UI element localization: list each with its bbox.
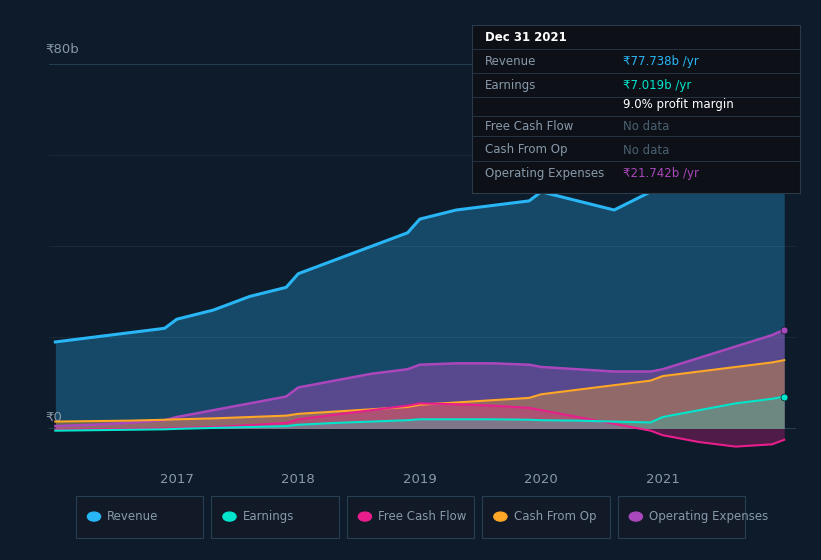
Text: Revenue: Revenue bbox=[485, 55, 537, 68]
Text: Free Cash Flow: Free Cash Flow bbox=[485, 119, 574, 133]
Text: Dec 31 2021: Dec 31 2021 bbox=[485, 31, 567, 44]
Text: ₹77.738b /yr: ₹77.738b /yr bbox=[623, 55, 699, 68]
Text: Operating Expenses: Operating Expenses bbox=[485, 167, 604, 180]
Text: Operating Expenses: Operating Expenses bbox=[649, 510, 768, 523]
Text: 9.0% profit margin: 9.0% profit margin bbox=[623, 98, 734, 111]
Text: Cash From Op: Cash From Op bbox=[485, 143, 567, 156]
Text: Revenue: Revenue bbox=[107, 510, 158, 523]
Text: Earnings: Earnings bbox=[485, 79, 537, 92]
Text: Free Cash Flow: Free Cash Flow bbox=[378, 510, 466, 523]
Text: Cash From Op: Cash From Op bbox=[514, 510, 596, 523]
Text: ₹0: ₹0 bbox=[45, 411, 62, 424]
Text: Earnings: Earnings bbox=[242, 510, 294, 523]
Text: ₹7.019b /yr: ₹7.019b /yr bbox=[623, 79, 691, 92]
Text: ₹80b: ₹80b bbox=[45, 43, 80, 55]
Text: No data: No data bbox=[623, 119, 669, 133]
Text: ₹21.742b /yr: ₹21.742b /yr bbox=[623, 167, 699, 180]
Text: No data: No data bbox=[623, 143, 669, 156]
